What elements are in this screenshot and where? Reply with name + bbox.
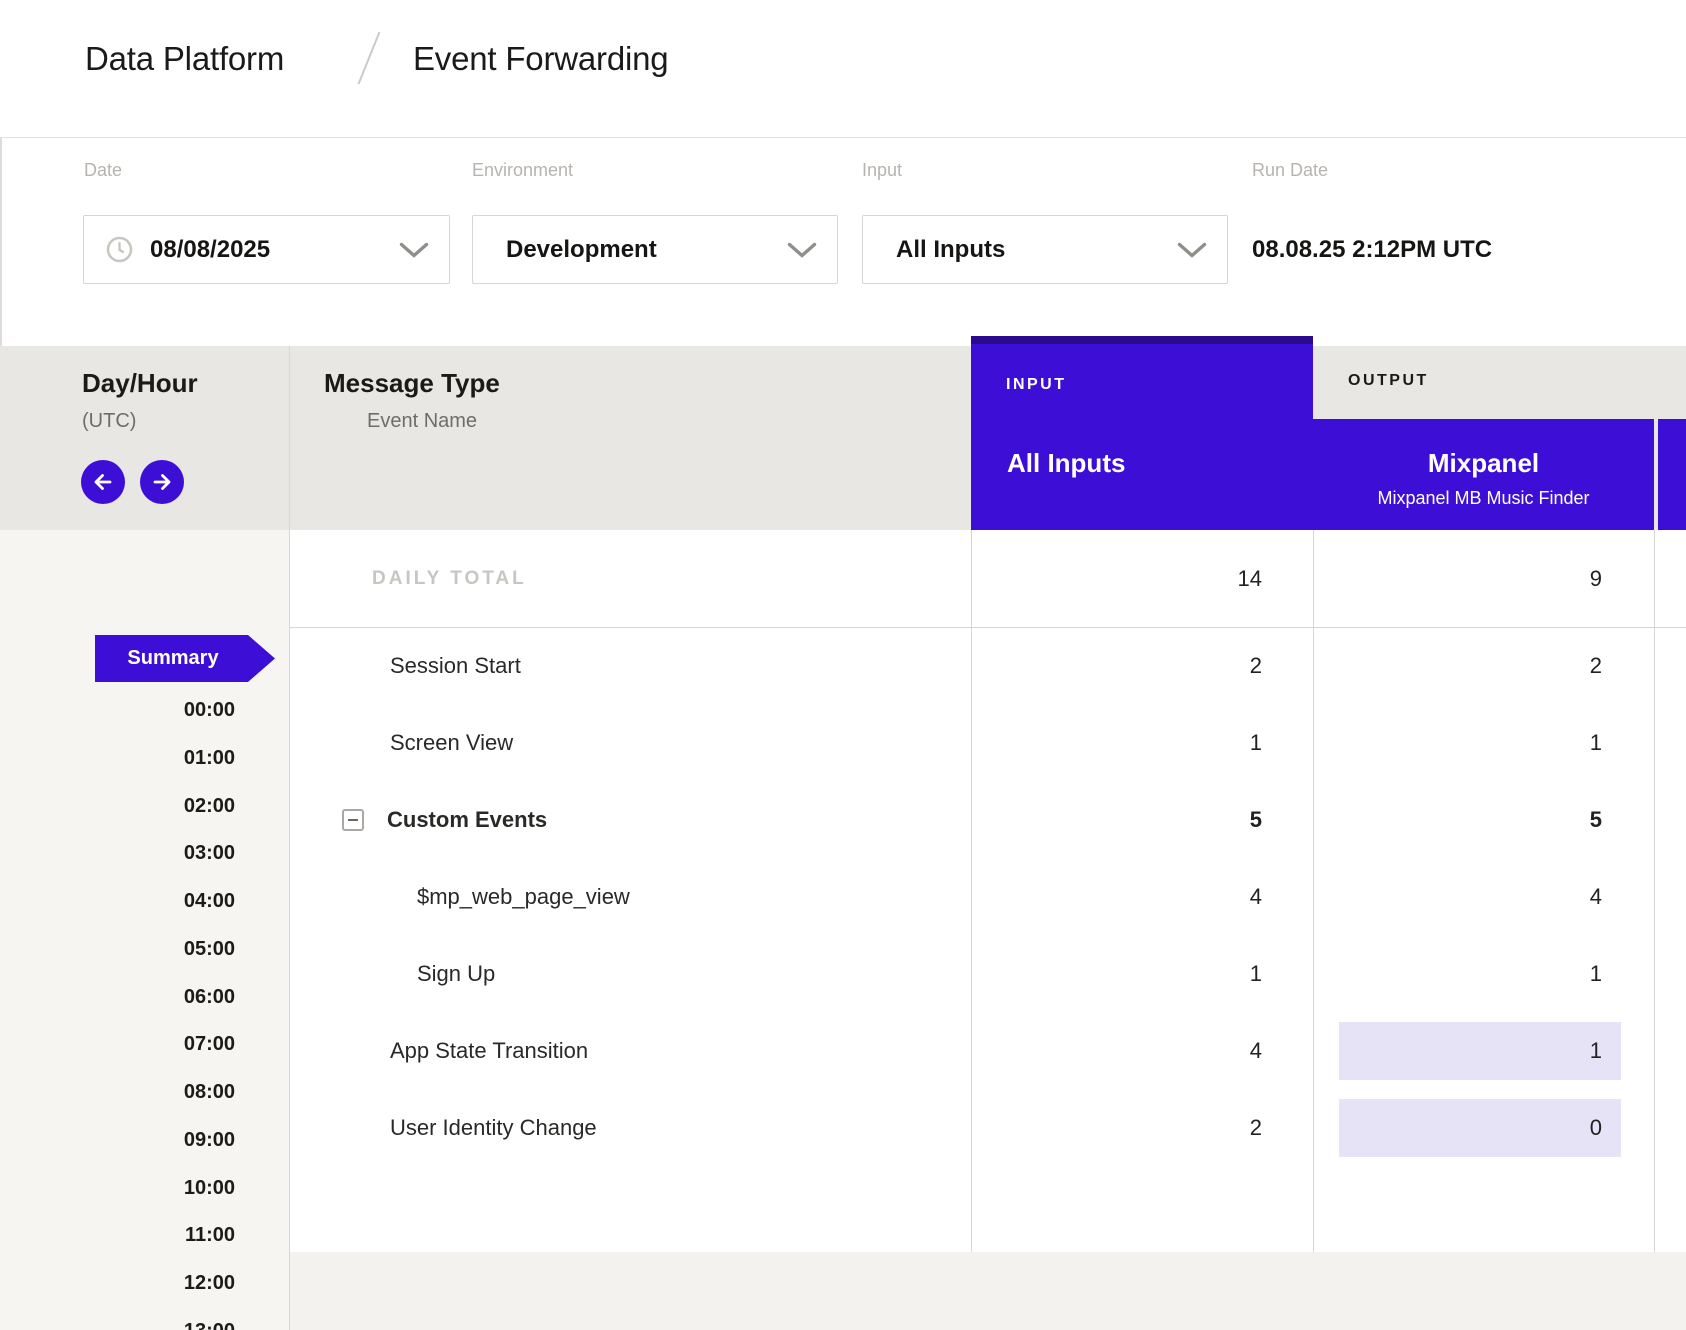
daily-total-label: DAILY TOTAL xyxy=(372,530,527,627)
environment-filter-label: Environment xyxy=(472,160,573,181)
table-row-screen-view: Screen View 1 1 xyxy=(290,704,1686,781)
hour-row-03[interactable]: 03:00 xyxy=(184,839,235,867)
hour-row-13[interactable]: 13:00 xyxy=(184,1317,235,1330)
table-footer-band xyxy=(290,1252,1686,1330)
message-type-column-subtitle: Event Name xyxy=(367,410,477,433)
input-column-title: All Inputs xyxy=(1007,448,1125,479)
arrow-left-icon xyxy=(90,469,116,495)
breadcrumb-section[interactable]: Data Platform xyxy=(85,40,284,78)
breadcrumb-separator-icon xyxy=(358,32,381,85)
input-filter-label: Input xyxy=(862,160,902,181)
hour-row-00[interactable]: 00:00 xyxy=(184,696,235,724)
chevron-down-icon xyxy=(1177,242,1207,259)
table-row-app-state-transition: App State Transition 4 1 xyxy=(290,1012,1686,1089)
message-type-column-title: Message Type xyxy=(324,368,500,399)
next-day-button[interactable] xyxy=(140,460,184,504)
event-name: User Identity Change xyxy=(390,1089,597,1166)
output-column-subtitle: Mixpanel MB Music Finder xyxy=(1313,488,1654,509)
day-hour-column-subtitle: (UTC) xyxy=(82,410,136,433)
chevron-down-icon xyxy=(399,242,429,259)
output-column-header-mixpanel[interactable]: Mixpanel Mixpanel MB Music Finder xyxy=(1313,419,1654,530)
daily-total-row: DAILY TOTAL 14 9 xyxy=(290,530,1686,627)
input-count: 2 xyxy=(1042,1089,1262,1166)
input-count: 4 xyxy=(1042,858,1262,935)
hour-row-07[interactable]: 07:00 xyxy=(184,1030,235,1058)
input-count: 5 xyxy=(1042,781,1262,858)
input-dropdown-value: All Inputs xyxy=(896,236,1005,264)
date-dropdown[interactable]: 08/08/2025 xyxy=(83,215,450,284)
daily-total-output-value: 9 xyxy=(1382,530,1602,627)
event-name: App State Transition xyxy=(390,1012,588,1089)
event-name: Sign Up xyxy=(417,935,495,1012)
date-dropdown-value: 08/08/2025 xyxy=(150,236,270,264)
output-count: 1 xyxy=(1382,935,1602,1012)
output-count-highlighted: 1 xyxy=(1339,1022,1621,1080)
event-name: Session Start xyxy=(390,627,521,704)
hour-row-10[interactable]: 10:00 xyxy=(184,1174,235,1202)
input-section-label: INPUT xyxy=(1006,376,1067,394)
hour-row-06[interactable]: 06:00 xyxy=(184,983,235,1011)
input-count: 1 xyxy=(1042,935,1262,1012)
event-group-name: Custom Events xyxy=(387,781,547,858)
page-title: Event Forwarding xyxy=(413,40,668,78)
date-filter-label: Date xyxy=(84,160,122,181)
hour-row-09[interactable]: 09:00 xyxy=(184,1126,235,1154)
output-count: 1 xyxy=(1382,704,1602,781)
breadcrumb: Data Platform Event Forwarding xyxy=(0,0,1686,138)
output-count-highlighted: 0 xyxy=(1339,1099,1621,1157)
output-column-title: Mixpanel xyxy=(1313,448,1654,479)
output-count: 5 xyxy=(1382,781,1602,858)
arrow-right-icon xyxy=(149,469,175,495)
output-section-label: OUTPUT xyxy=(1348,372,1429,390)
output-count: 2 xyxy=(1382,627,1602,704)
input-count: 1 xyxy=(1042,704,1262,781)
event-name: Screen View xyxy=(390,704,513,781)
event-forwarding-page: Data Platform Event Forwarding Date Envi… xyxy=(0,0,1686,1330)
run-date-label: Run Date xyxy=(1252,160,1328,181)
table-row-mp-web-page-view: $mp_web_page_view 4 4 xyxy=(290,858,1686,935)
hour-row-05[interactable]: 05:00 xyxy=(184,935,235,963)
input-count: 4 xyxy=(1042,1012,1262,1089)
environment-dropdown-value: Development xyxy=(506,236,657,264)
summary-label: Summary xyxy=(127,647,218,670)
hour-sidebar: Summary 00:00 01:00 02:00 03:00 04:00 05… xyxy=(0,530,289,1330)
hour-row-01[interactable]: 01:00 xyxy=(184,744,235,772)
input-column-header[interactable]: INPUT All Inputs xyxy=(971,336,1313,530)
output-count: 4 xyxy=(1382,858,1602,935)
hour-row-08[interactable]: 08:00 xyxy=(184,1078,235,1106)
clock-icon xyxy=(106,236,133,263)
input-dropdown[interactable]: All Inputs xyxy=(862,215,1228,284)
table-row-custom-events: Custom Events 5 5 xyxy=(290,781,1686,858)
hour-row-12[interactable]: 12:00 xyxy=(184,1269,235,1297)
day-hour-column-title: Day/Hour xyxy=(82,368,198,399)
hour-row-04[interactable]: 04:00 xyxy=(184,887,235,915)
daily-total-input-value: 14 xyxy=(1042,530,1262,627)
chevron-down-icon xyxy=(787,242,817,259)
environment-dropdown[interactable]: Development xyxy=(472,215,838,284)
table-row-user-identity-change: User Identity Change 2 0 xyxy=(290,1089,1686,1166)
hour-row-02[interactable]: 02:00 xyxy=(184,792,235,820)
hour-row-11[interactable]: 11:00 xyxy=(185,1221,235,1249)
input-count: 2 xyxy=(1042,627,1262,704)
minus-glyph xyxy=(348,819,358,821)
table-row-sign-up: Sign Up 1 1 xyxy=(290,935,1686,1012)
collapse-icon[interactable] xyxy=(342,809,364,831)
summary-row-selector[interactable]: Summary xyxy=(95,635,275,682)
run-date-value: 08.08.25 2:12PM UTC xyxy=(1252,236,1492,264)
event-name: $mp_web_page_view xyxy=(417,858,630,935)
table-row-session-start: Session Start 2 2 xyxy=(290,627,1686,704)
output-column-header-partial[interactable] xyxy=(1658,419,1686,530)
previous-day-button[interactable] xyxy=(81,460,125,504)
